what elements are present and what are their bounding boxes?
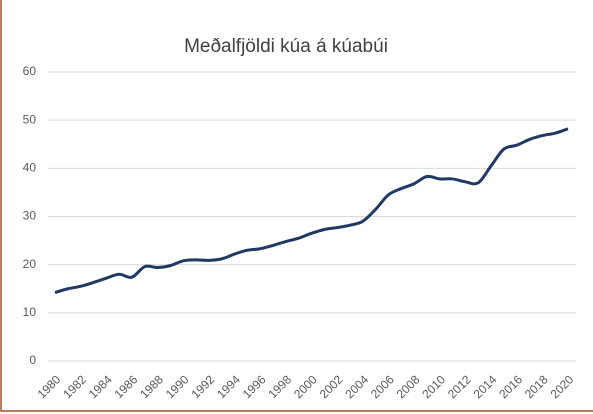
x-tick-label: 1980 (35, 372, 64, 401)
x-tick-label: 2004 (342, 372, 371, 401)
x-tick-label: 2018 (522, 372, 551, 401)
x-tick-label: 2020 (548, 372, 577, 401)
x-tick-label: 1998 (265, 372, 294, 401)
x-tick-label: 2010 (419, 372, 448, 401)
y-tick-label: 20 (23, 257, 37, 271)
y-tick-label: 60 (23, 64, 37, 78)
line (54, 127, 569, 295)
x-tick-label: 1984 (86, 372, 115, 401)
x-tick-label: 1996 (240, 372, 269, 401)
chart-title: Meðalfjöldi kúa á kúabúi (184, 36, 388, 57)
x-tick-label: 2002 (317, 372, 346, 401)
x-tick-label: 1988 (137, 372, 166, 401)
y-tick-label: 40 (23, 161, 37, 175)
y-tick-label: 50 (23, 112, 37, 126)
x-tick-label: 1992 (188, 372, 217, 401)
x-tick-label: 2006 (368, 372, 397, 401)
x-tick-label: 2008 (394, 372, 423, 401)
x-tick-label: 2012 (445, 372, 474, 401)
x-tick-label: 2000 (291, 372, 320, 401)
y-tick-label: 30 (23, 209, 37, 223)
x-tick-label: 1986 (112, 372, 141, 401)
x-tick-label: 1982 (60, 372, 89, 401)
y-tick-label: 0 (29, 353, 36, 367)
y-tick-label: 10 (23, 305, 37, 319)
x-tick-label: 1990 (163, 372, 192, 401)
x-tick-label: 2016 (496, 372, 525, 401)
x-tick-label: 2014 (471, 372, 500, 401)
x-tick-label: 1994 (214, 372, 243, 401)
